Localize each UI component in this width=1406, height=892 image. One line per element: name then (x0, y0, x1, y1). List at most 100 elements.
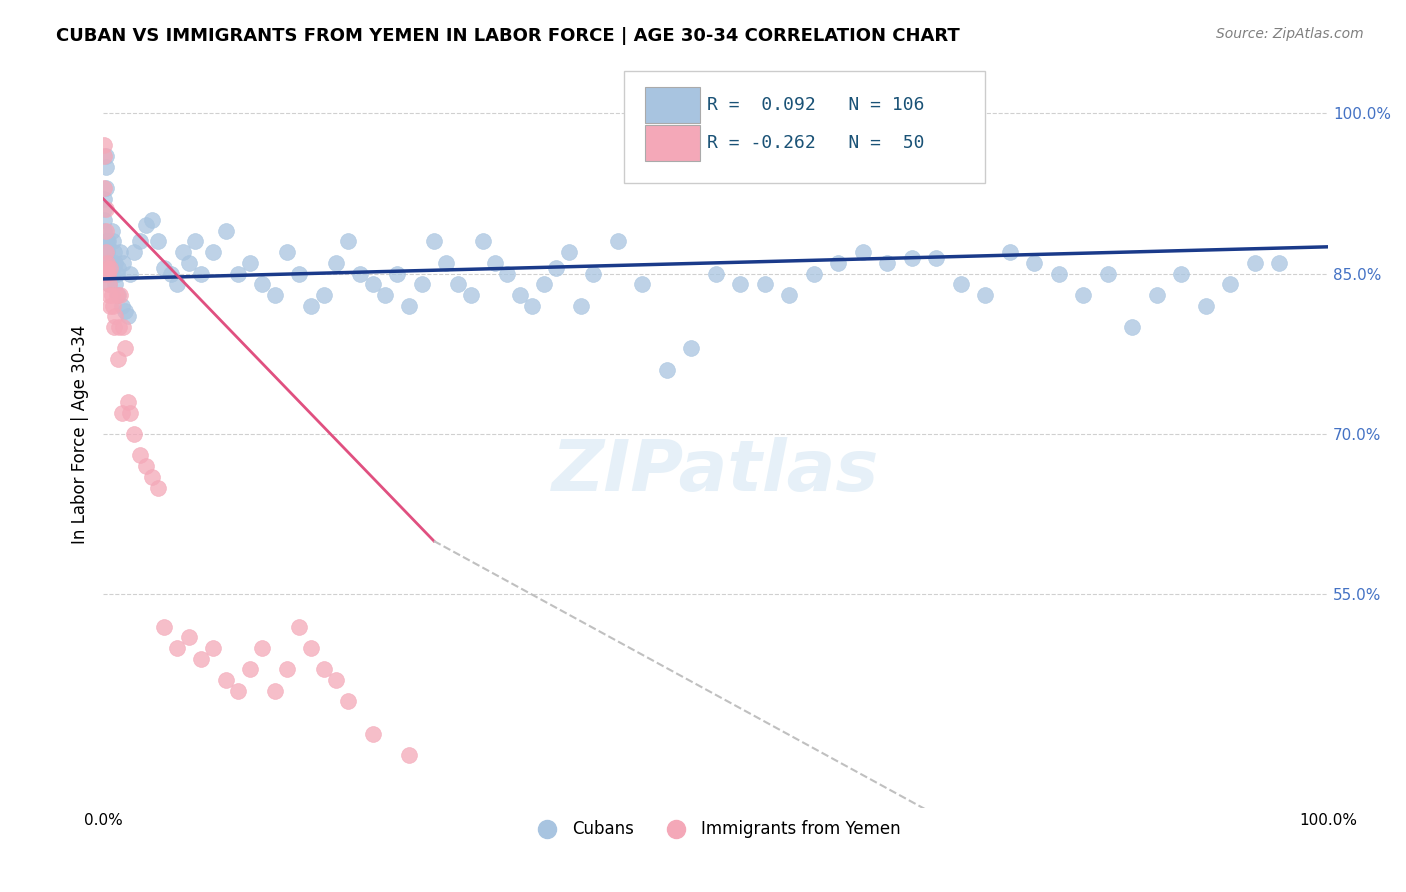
Point (546, 261, 568, 276)
Point (263, 288, 285, 302)
Point (184, 235, 207, 249)
Point (108, 320, 131, 334)
Point (96, 245, 118, 260)
Text: Source: ZipAtlas.com: Source: ZipAtlas.com (1216, 27, 1364, 41)
Text: ZIPatlas: ZIPatlas (553, 437, 879, 506)
Point (101, 299, 124, 313)
Point (852, 245, 875, 260)
Point (299, 299, 322, 313)
Point (104, 310, 127, 324)
Point (361, 726, 384, 740)
Point (166, 640, 188, 655)
Point (94, 181, 117, 195)
Point (98, 277, 121, 292)
Point (96, 267, 118, 281)
Point (263, 683, 285, 698)
Point (520, 299, 543, 313)
Point (496, 267, 519, 281)
Point (190, 267, 212, 281)
Point (107, 288, 129, 302)
Point (288, 267, 311, 281)
Point (110, 406, 132, 420)
Point (1071, 288, 1094, 302)
Point (337, 235, 360, 249)
Point (226, 683, 249, 698)
Point (803, 267, 825, 281)
Point (141, 213, 163, 227)
Point (100, 288, 122, 302)
Legend: Cubans, Immigrants from Yemen: Cubans, Immigrants from Yemen (524, 814, 907, 845)
Text: CUBAN VS IMMIGRANTS FROM YEMEN IN LABOR FORCE | AGE 30-34 CORRELATION CHART: CUBAN VS IMMIGRANTS FROM YEMEN IN LABOR … (56, 27, 960, 45)
Point (447, 277, 470, 292)
Point (120, 267, 142, 281)
Point (349, 267, 371, 281)
Point (93, 181, 115, 195)
Point (423, 235, 446, 249)
Point (101, 235, 124, 249)
Point (105, 288, 128, 302)
Point (998, 245, 1021, 260)
FancyBboxPatch shape (644, 125, 700, 161)
Point (655, 363, 678, 377)
Point (900, 251, 922, 265)
Point (94, 235, 117, 249)
Point (93, 192, 115, 206)
Text: R = -0.262   N =  50: R = -0.262 N = 50 (707, 134, 925, 152)
Point (101, 267, 124, 281)
Point (98, 261, 121, 276)
Point (166, 277, 188, 292)
Point (96, 261, 118, 276)
Point (704, 267, 727, 281)
Point (226, 267, 249, 281)
Point (97, 267, 120, 281)
Point (460, 288, 482, 302)
Point (98, 288, 121, 302)
Point (111, 320, 134, 334)
Point (582, 267, 605, 281)
Point (135, 219, 157, 233)
Point (110, 245, 132, 260)
Point (141, 470, 163, 484)
Point (98, 277, 121, 292)
Point (94, 202, 117, 217)
Point (239, 662, 262, 676)
Point (117, 310, 139, 324)
Point (974, 288, 997, 302)
FancyBboxPatch shape (644, 87, 700, 123)
Point (569, 299, 592, 313)
Point (1024, 256, 1046, 270)
Point (159, 267, 181, 281)
Point (949, 277, 972, 292)
Point (1194, 299, 1216, 313)
Point (1146, 288, 1168, 302)
Point (97, 267, 120, 281)
Point (93, 213, 115, 227)
Point (252, 277, 274, 292)
Point (120, 406, 142, 420)
Point (97, 256, 120, 270)
Point (925, 251, 948, 265)
Point (94, 160, 117, 174)
Point (105, 267, 128, 281)
Point (93, 224, 115, 238)
Point (114, 342, 136, 356)
Point (153, 619, 176, 633)
Point (100, 299, 122, 313)
Point (202, 640, 225, 655)
Point (122, 245, 145, 260)
Point (104, 277, 127, 292)
Point (202, 245, 225, 260)
Point (299, 640, 322, 655)
Point (94, 224, 117, 238)
Point (337, 694, 360, 708)
Point (533, 277, 555, 292)
Point (1121, 320, 1143, 334)
Point (128, 449, 150, 463)
Point (100, 261, 122, 276)
Point (122, 427, 145, 442)
Y-axis label: In Labor Force | Age 30-34: In Labor Force | Age 30-34 (72, 325, 89, 543)
Point (1219, 277, 1241, 292)
Point (398, 747, 420, 762)
Text: R =  0.092   N = 106: R = 0.092 N = 106 (707, 96, 925, 114)
Point (110, 299, 132, 313)
